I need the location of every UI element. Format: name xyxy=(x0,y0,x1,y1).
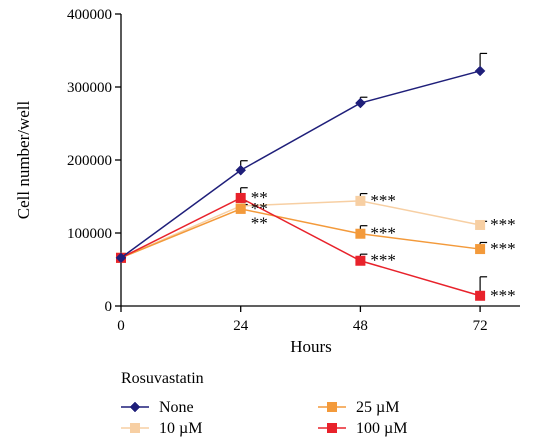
chart-axes: 0 100000 200000 300000 400000 0 24 48 72 xyxy=(67,7,520,334)
significance-label: *** xyxy=(490,286,515,305)
x-tick-label: 24 xyxy=(233,318,249,334)
data-point xyxy=(130,423,140,433)
legend-item: None xyxy=(121,399,194,416)
chart-series xyxy=(115,52,488,301)
significance-label: *** xyxy=(490,239,515,258)
y-tick-label: 100000 xyxy=(67,226,112,242)
data-point xyxy=(235,192,246,203)
data-point xyxy=(355,97,366,109)
series-line xyxy=(120,70,481,259)
series-line xyxy=(120,200,481,259)
data-point xyxy=(115,252,127,264)
series-25-m xyxy=(116,203,488,263)
data-point xyxy=(327,402,337,412)
data-point xyxy=(327,423,337,433)
y-tick-label: 400000 xyxy=(67,7,112,23)
legend-label: 100 µM xyxy=(356,420,407,437)
data-point xyxy=(475,219,486,230)
data-point xyxy=(129,401,141,413)
chart-annotations: ************************ xyxy=(251,188,516,305)
data-point xyxy=(235,164,247,176)
series-100-m xyxy=(116,187,488,301)
data-point xyxy=(235,203,246,214)
legend: Rosuvastatin None 25 µM 10 µM 100 µM xyxy=(121,370,407,437)
legend-label: None xyxy=(159,399,194,416)
y-tick-label: 0 xyxy=(105,299,113,315)
significance-label: *** xyxy=(490,215,515,234)
significance-label: *** xyxy=(370,191,396,210)
data-point xyxy=(355,255,366,266)
legend-item: 10 µM xyxy=(121,420,202,437)
significance-label: *** xyxy=(370,251,396,270)
x-tick-label: 0 xyxy=(117,318,125,334)
x-axis-title: Hours xyxy=(290,337,332,356)
legend-label: 10 µM xyxy=(159,420,202,437)
data-point xyxy=(355,228,366,239)
legend-item: 25 µM xyxy=(318,399,399,416)
data-point xyxy=(475,244,486,255)
data-point xyxy=(475,290,486,301)
series-10-m xyxy=(116,192,488,263)
significance-label: ** xyxy=(251,199,268,218)
x-tick-label: 48 xyxy=(353,318,368,334)
y-axis-title: Cell number/well xyxy=(14,100,33,219)
data-point xyxy=(474,65,486,77)
significance-label: *** xyxy=(370,224,396,243)
legend-label: 25 µM xyxy=(356,399,399,416)
legend-title: Rosuvastatin xyxy=(121,370,204,387)
legend-item: 100 µM xyxy=(318,420,407,437)
data-point xyxy=(355,195,366,206)
y-tick-label: 200000 xyxy=(67,153,112,169)
y-tick-label: 300000 xyxy=(67,80,112,96)
significance-label: ** xyxy=(251,188,268,207)
series-none xyxy=(115,52,488,264)
series-line xyxy=(120,197,481,297)
series-line xyxy=(120,208,481,259)
significance-label: ** xyxy=(251,214,268,233)
x-tick-label: 72 xyxy=(473,318,488,334)
